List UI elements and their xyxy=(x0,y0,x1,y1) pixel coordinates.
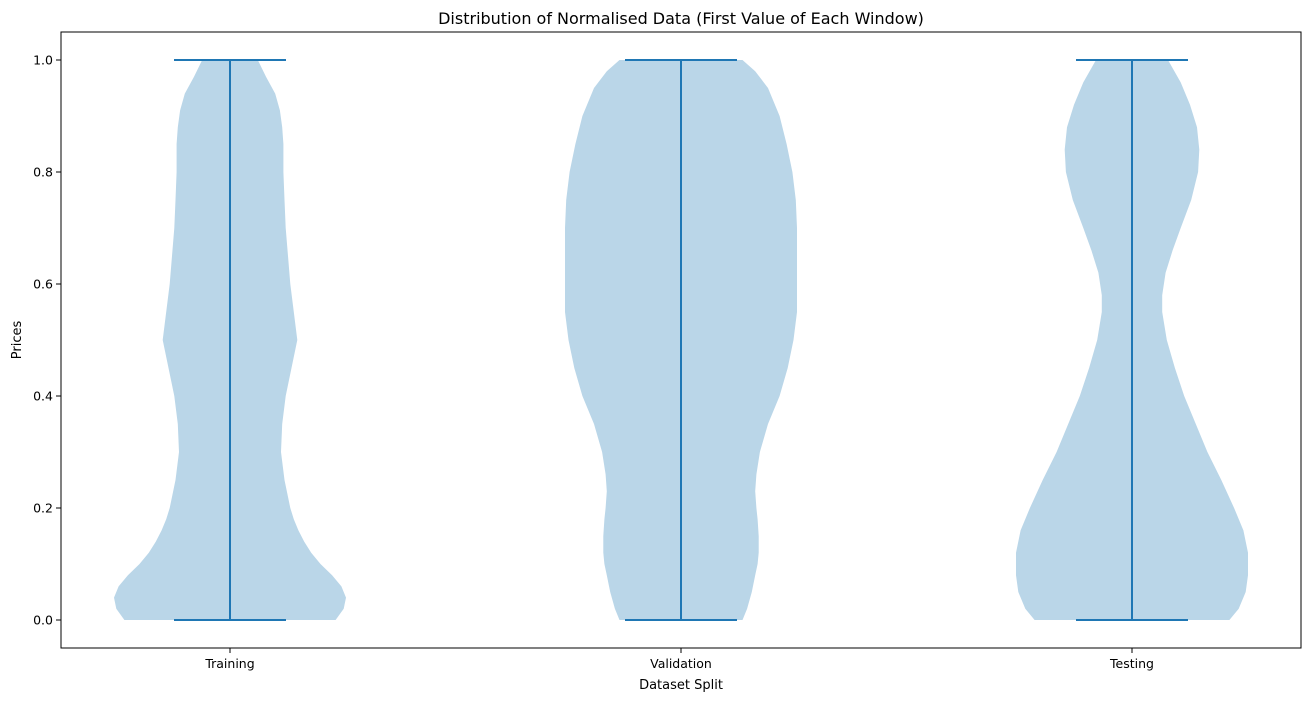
y-tick-label: 0.4 xyxy=(33,389,53,404)
violin-group xyxy=(114,59,1248,621)
y-tick-label: 0.0 xyxy=(33,613,53,628)
y-tick-label: 0.6 xyxy=(33,277,53,292)
plot-frame xyxy=(60,31,1302,649)
y-tick-label: 0.2 xyxy=(33,501,53,516)
y-tick-label: 0.8 xyxy=(33,165,53,180)
chart-title: Distribution of Normalised Data (First V… xyxy=(438,9,924,28)
y-tick-label: 1.0 xyxy=(33,53,53,68)
x-axis: Training Validation Testing xyxy=(204,648,1154,671)
y-axis-label: Prices xyxy=(10,321,25,360)
y-axis: 0.0 0.2 0.4 0.6 0.8 1.0 xyxy=(33,53,61,628)
x-tick-label: Testing xyxy=(1109,656,1154,671)
x-axis-label: Dataset Split xyxy=(639,678,723,693)
x-tick-label: Validation xyxy=(650,656,712,671)
x-tick-label: Training xyxy=(204,656,254,671)
